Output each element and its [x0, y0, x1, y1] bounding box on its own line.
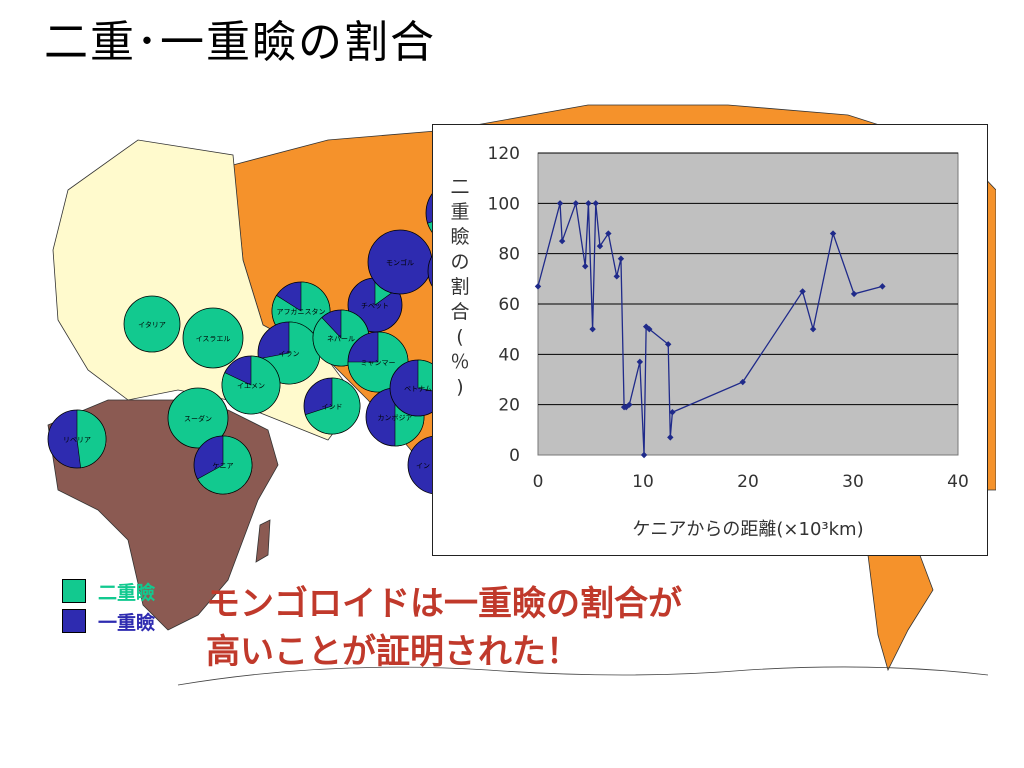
data-point — [613, 273, 620, 280]
legend-label-double: 二重瞼 — [98, 581, 156, 604]
pie-label: カンボジア — [378, 414, 413, 422]
y-tick-labels: 0 20 40 60 80 100 120 — [488, 144, 520, 466]
pie-slice-double — [304, 377, 361, 435]
data-point — [534, 283, 542, 290]
pie-label: ケニア — [213, 462, 234, 470]
pie-slice-double — [221, 355, 281, 415]
x-tick-label: 20 — [737, 472, 759, 492]
pie-label: スーダン — [184, 414, 212, 423]
pie-label: アフガニスタン — [277, 307, 326, 316]
pie-15: モンゴル — [367, 229, 433, 295]
conclusion-line-2: 高いことが証明された！ — [206, 632, 580, 672]
map-coastline-south — [177, 666, 989, 686]
pie-label: ミャンマー — [361, 359, 396, 367]
map-island-madagascar — [255, 519, 271, 563]
x-tick-label: 30 — [842, 472, 864, 492]
y-axis-label: 二重瞼の割合(％) — [450, 176, 469, 398]
pie-label: インド — [322, 403, 343, 411]
legend-swatch-double — [62, 579, 86, 603]
grid-lines — [538, 152, 958, 406]
x-axis-label: ケニアからの距離(×10³km) — [632, 519, 863, 540]
pie-label: リベリア — [63, 436, 91, 444]
pie-slice-double — [182, 307, 244, 369]
y-tick-label: 120 — [488, 144, 520, 164]
pie-14: ケニア — [193, 435, 253, 495]
y-tick-label: 60 — [498, 295, 520, 315]
pie-label: イスラエル — [196, 335, 231, 343]
pie-label: イタリア — [138, 320, 166, 329]
pie-slice-double — [76, 409, 107, 469]
x-tick-label: 10 — [632, 472, 654, 492]
legend-item-single: 一重瞼 — [62, 606, 155, 636]
map-region-south-america — [867, 549, 934, 672]
data-point — [739, 378, 746, 386]
data-point — [809, 325, 817, 333]
data-point — [592, 200, 599, 207]
pie-10: インド — [303, 377, 361, 435]
pie-2: イスラエル — [182, 307, 244, 369]
distance-chart: 0 20 40 60 80 100 120 0 10 20 30 40 ケニアからの距離(×10³k… — [432, 124, 988, 556]
legend: 二重瞼 一重瞼 — [62, 576, 155, 636]
data-point — [589, 325, 596, 333]
pie-label: ネパール — [327, 335, 355, 343]
data-point — [799, 288, 806, 295]
pie-1: イタリア — [123, 295, 181, 353]
pie-label: モンゴル — [386, 258, 414, 267]
data-point — [582, 263, 589, 270]
pie-slice-double — [167, 387, 229, 449]
legend-item-double: 二重瞼 — [62, 576, 155, 606]
x-tick-label: 0 — [533, 472, 544, 492]
conclusion-text: モンゴロイドは一重瞼の割合が 高いことが証明された！ — [206, 580, 682, 676]
pie-label: イエメン — [237, 382, 265, 390]
pie-label: チベット — [361, 302, 389, 310]
legend-swatch-single — [62, 609, 86, 633]
y-tick-label: 80 — [498, 245, 520, 265]
y-tick-label: 40 — [498, 345, 520, 365]
pie-slice-double — [197, 435, 253, 495]
y-tick-label: 20 — [498, 396, 520, 416]
pie-slice-double — [123, 295, 181, 353]
pie-13: リベリア — [47, 409, 107, 469]
page-title: 二重･一重瞼の割合 — [44, 17, 436, 68]
y-tick-label: 0 — [509, 446, 520, 466]
x-tick-label: 40 — [947, 472, 969, 492]
legend-label-single: 一重瞼 — [98, 611, 156, 634]
y-axis-label-text: 二重瞼の割合(％) — [450, 176, 469, 398]
pie-label: ベトナム — [404, 385, 432, 393]
pie-label: イラン — [279, 350, 300, 358]
pie-8: イエメン — [221, 355, 281, 415]
conclusion-line-1: モンゴロイドは一重瞼の割合が — [206, 584, 682, 624]
pie-9: スーダン — [167, 387, 229, 449]
x-tick-labels: 0 10 20 30 40 — [533, 472, 969, 492]
y-tick-label: 100 — [488, 194, 520, 214]
line-chart: 0 20 40 60 80 100 120 0 10 20 30 40 ケニアからの距離(×10³k… — [450, 144, 969, 540]
